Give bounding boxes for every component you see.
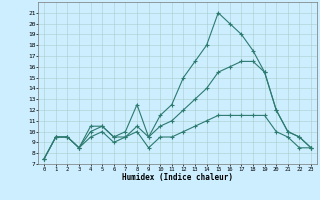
X-axis label: Humidex (Indice chaleur): Humidex (Indice chaleur) [122, 173, 233, 182]
